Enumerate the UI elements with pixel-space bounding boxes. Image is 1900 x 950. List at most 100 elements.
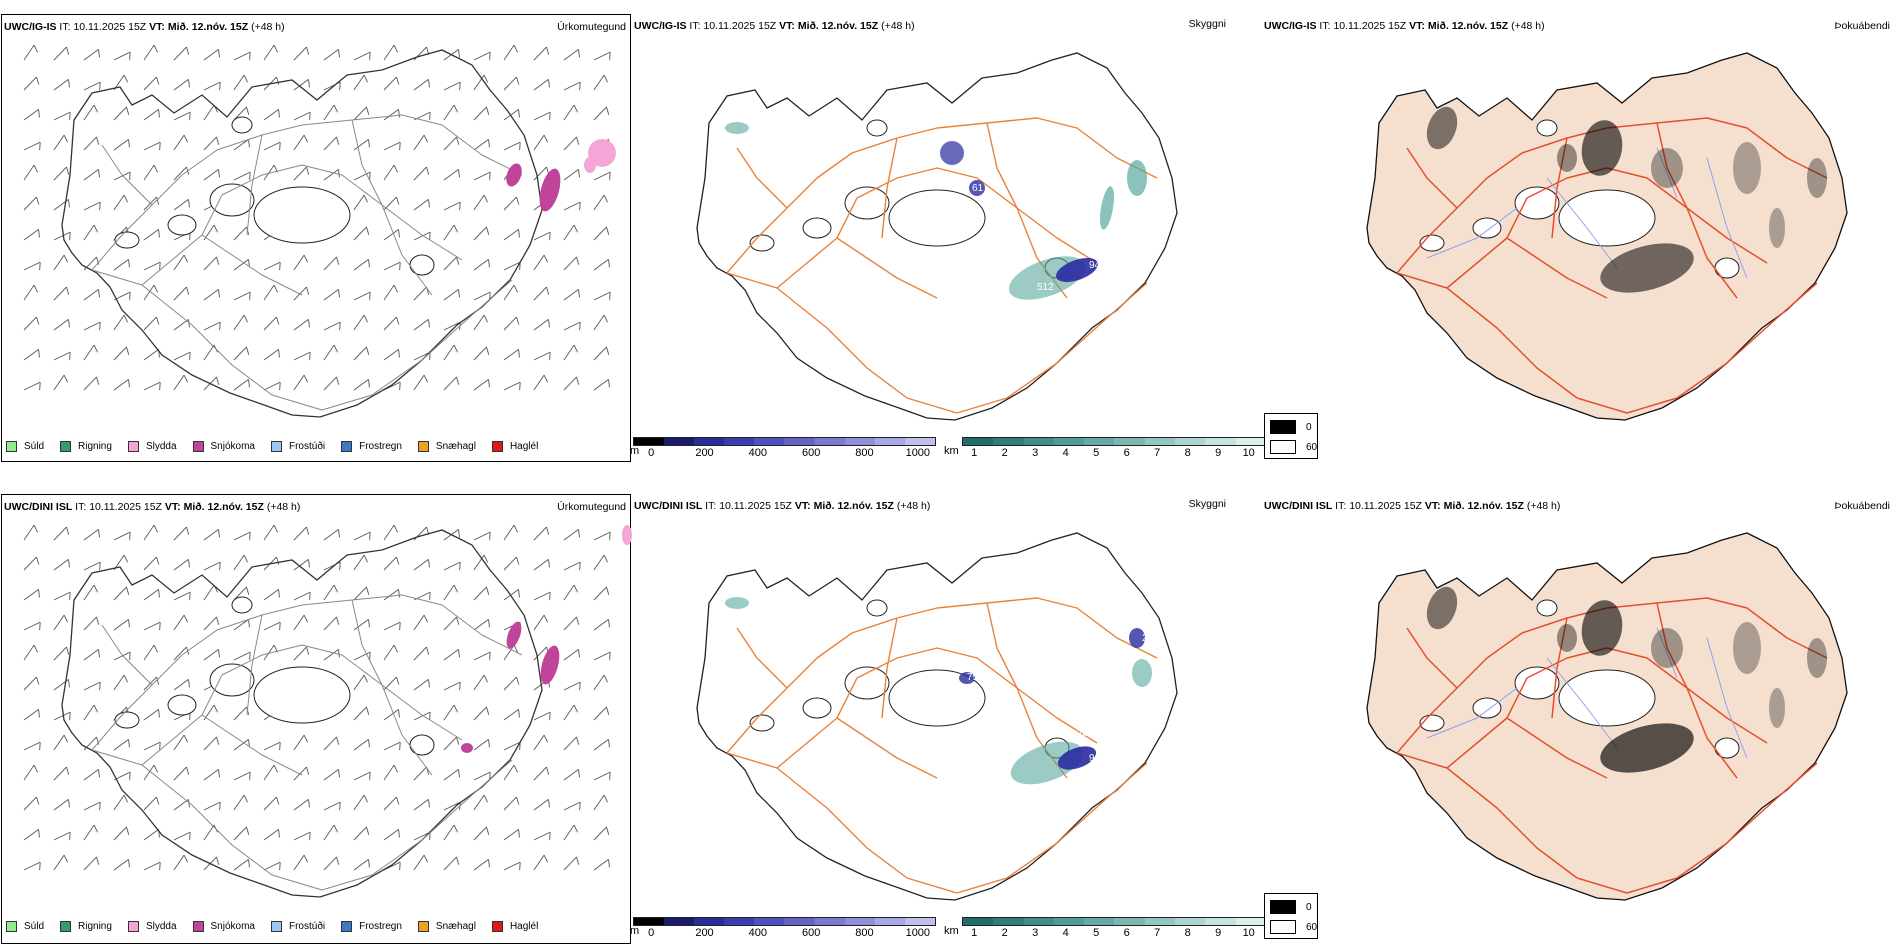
field-patch [725,597,749,609]
wind-barb-feather [516,76,520,85]
wind-barb-staff [23,709,39,721]
wind-barb [173,614,189,631]
wind-barb [293,646,310,661]
wind-barb-feather [216,256,220,265]
colorbar-tick-label: 10 [1242,927,1255,939]
wind-barb-staff [83,289,99,301]
glacier-outline [253,666,351,724]
wind-barb-staff [143,229,159,241]
wind-barb-feather [126,586,130,595]
wind-barb-feather [458,169,460,178]
wind-barb-staff [23,589,39,601]
wind-barb [443,104,459,121]
wind-barb [173,134,189,151]
wind-barb-feather [278,589,280,598]
wind-barb [143,381,161,391]
wind-barb-feather [33,44,39,53]
wind-barb-feather [38,829,40,838]
wind-barb-staff [233,51,251,61]
wind-barb-staff [383,556,397,571]
wind-barb-staff [23,861,41,871]
wind-barb-feather [606,586,610,595]
wind-barb-feather [188,799,190,808]
wind-barb [83,344,99,361]
wind-barb-staff [593,51,611,61]
legend-swatch [491,921,503,932]
glacier-outline [209,183,255,217]
wind-barb [593,51,611,61]
wind-barb-staff [533,79,549,91]
wind-barb [173,679,190,691]
wind-barb-staff [293,646,307,661]
wind-barb [563,616,580,631]
wind-barb-staff [563,201,581,211]
wind-barb-staff [593,826,607,841]
wind-barb [503,316,520,331]
wind-barb-feather [519,382,521,391]
wind-barb-feather [423,374,429,383]
wind-barb-staff [113,194,125,211]
wind-barb [293,351,311,361]
iceland-group [61,49,616,418]
wind-barb-staff [563,224,575,241]
wind-barb-staff [173,591,191,601]
wind-barb [293,766,310,781]
wind-barb-staff [53,799,69,811]
wind-barb-staff [233,74,245,91]
wind-barb-feather [543,374,549,383]
wind-barb-staff [533,646,547,661]
wind-barb [533,854,549,871]
wind-barb [353,651,371,661]
wind-barb [533,734,549,751]
wind-barb [233,859,250,871]
wind-barb-staff [563,344,575,361]
wind-barb-feather [483,74,489,83]
wind-barb [473,171,491,181]
wind-barb-feather [273,284,279,293]
wind-barb-feather [398,109,400,118]
wind-barb [473,314,489,331]
wind-barb-feather [488,739,490,748]
fog-legend-row2: 0 60 [1264,893,1318,939]
wind-barb [413,614,429,631]
wind-barb [53,374,69,391]
wind-barb-feather [579,82,581,91]
wind-barb [293,614,309,631]
wind-barb-feather [483,554,489,563]
fog-panel-row2: UWC/DINI ISL IT: 10.11.2025 15Z VT: Mið.… [1262,494,1898,944]
wind-barb-feather [248,139,250,148]
wind-barb-staff [293,79,309,91]
wind-barb-staff [503,196,517,211]
colorbar-tick-label: 800 [855,447,874,459]
field-patch [1600,723,1694,773]
wind-barb-feather [369,772,371,781]
wind-barb [143,589,160,601]
colorbar-tick-label: 7 [1154,447,1161,459]
colorbar-unit: km [944,445,959,457]
wind-barb-staff [383,709,399,721]
wind-barb [173,591,191,601]
wind-barb-feather [123,554,129,563]
wind-barb-feather [608,259,610,268]
wind-barb [263,589,280,601]
wind-barb-feather [338,529,340,538]
wind-barb-feather [429,352,431,361]
wind-barb-feather [69,352,71,361]
wind-barb-feather [518,709,520,718]
wind-barb [443,136,460,151]
wind-barb-staff [113,259,129,271]
wind-barb [353,379,370,391]
wind-barb [203,801,221,811]
wind-barb-feather [308,799,310,808]
wind-barb-staff [413,319,429,331]
wind-barb [323,801,341,811]
wind-barb [473,259,490,271]
wind-barb-staff [233,619,249,631]
legend-item: Rigning [60,921,112,932]
wind-barb-feather [426,166,430,175]
road-line [1506,647,1768,744]
wind-barb-feather [159,142,161,151]
precip-legend: Súld Rigning Slydda Snjókoma Frostúði Frostre… [6,921,554,932]
wind-barb-feather [393,44,399,53]
wind-barb-staff [413,646,427,661]
